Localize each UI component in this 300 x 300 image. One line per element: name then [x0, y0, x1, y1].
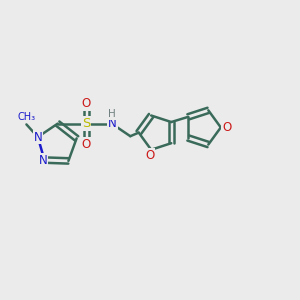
Text: N: N [108, 117, 117, 130]
Text: O: O [82, 137, 91, 151]
Text: CH₃: CH₃ [17, 112, 35, 122]
Text: N: N [39, 154, 47, 166]
Text: H: H [108, 109, 116, 119]
Text: O: O [222, 121, 231, 134]
Text: S: S [82, 117, 90, 130]
Text: O: O [82, 97, 91, 110]
Text: O: O [145, 148, 154, 162]
Text: N: N [34, 130, 42, 143]
